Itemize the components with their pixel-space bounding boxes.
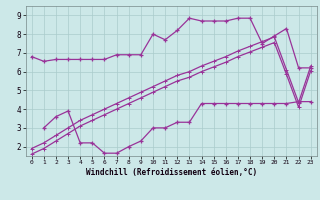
X-axis label: Windchill (Refroidissement éolien,°C): Windchill (Refroidissement éolien,°C) <box>86 168 257 177</box>
